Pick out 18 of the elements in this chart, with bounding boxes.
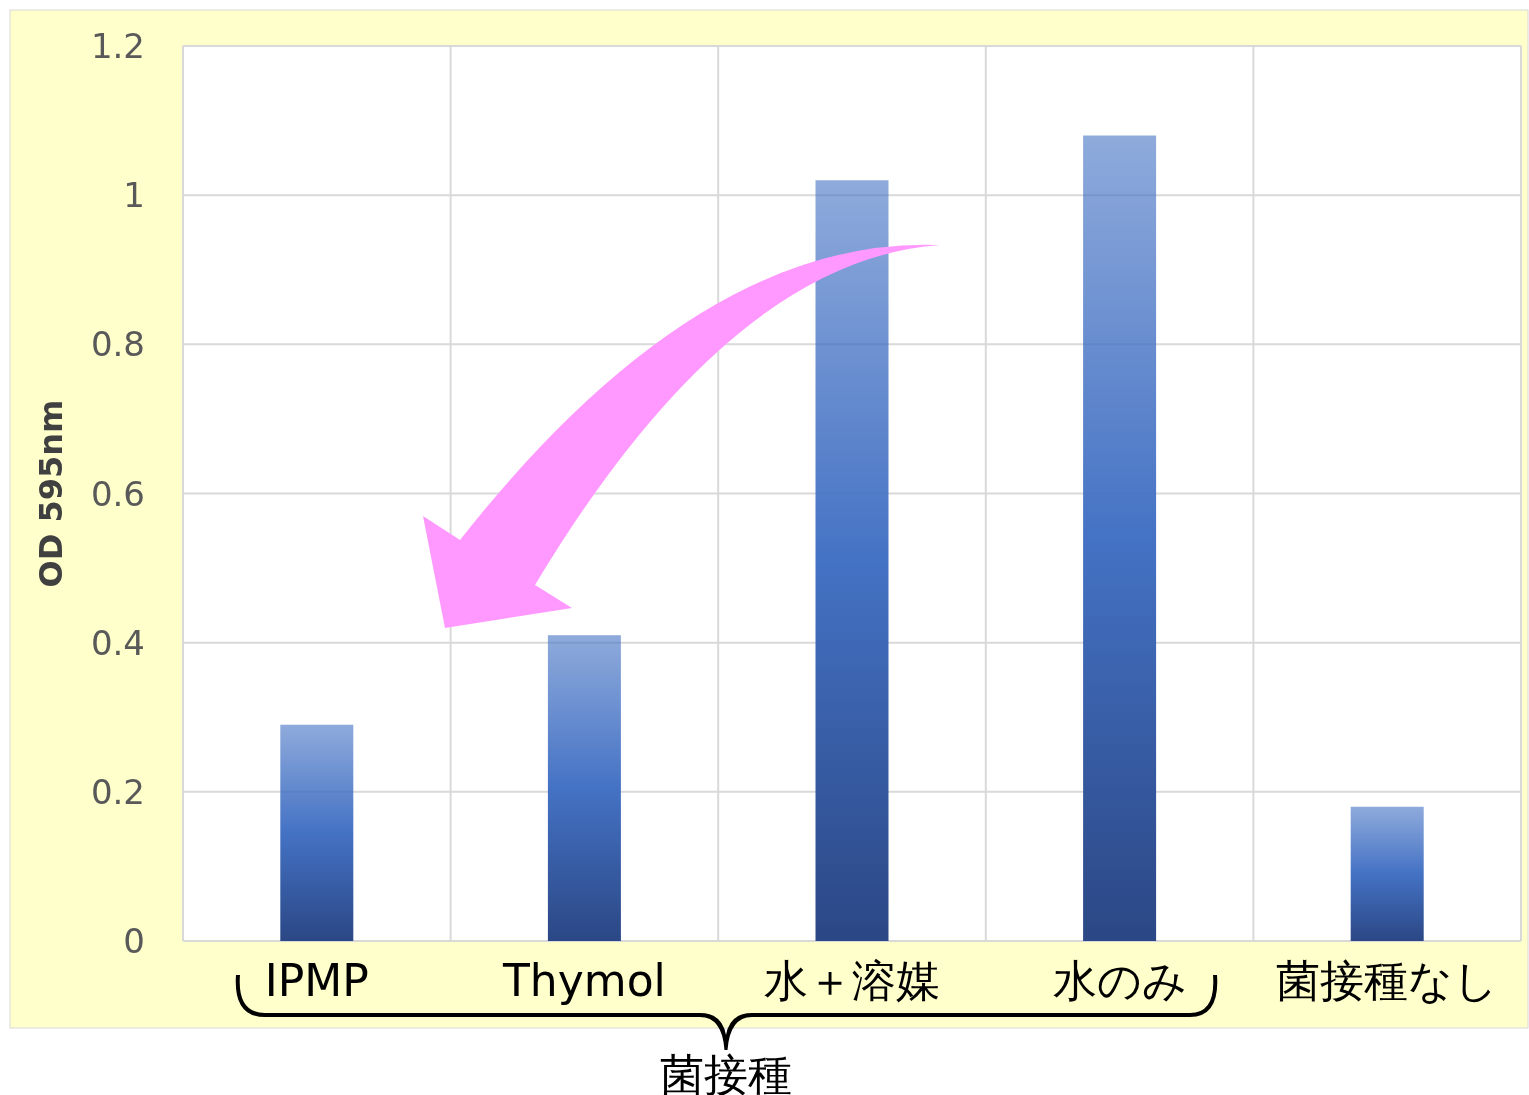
y-tick-label: 0.2 (90, 771, 145, 812)
bar (1083, 135, 1157, 941)
bar (1350, 806, 1424, 941)
x-tick-label: IPMP (264, 955, 369, 1006)
y-tick-label: 1 (123, 175, 145, 216)
y-tick-label: 0 (123, 921, 145, 961)
x-tick-label: 菌接種なし (1276, 955, 1499, 1006)
y-tick-label: 0.6 (90, 473, 145, 514)
x-tick-label: Thymol (501, 955, 666, 1006)
y-axis-title: OD 595nm (32, 399, 70, 588)
y-tick-label: 0.4 (90, 622, 145, 663)
bar (815, 180, 889, 941)
bar (547, 635, 621, 941)
bar (280, 724, 354, 941)
x-tick-label: 水＋溶媒 (764, 955, 940, 1006)
y-tick-label: 0.8 (90, 324, 145, 365)
y-tick-label: 1.2 (90, 26, 145, 66)
x-tick-label: 水のみ (1052, 955, 1187, 1006)
